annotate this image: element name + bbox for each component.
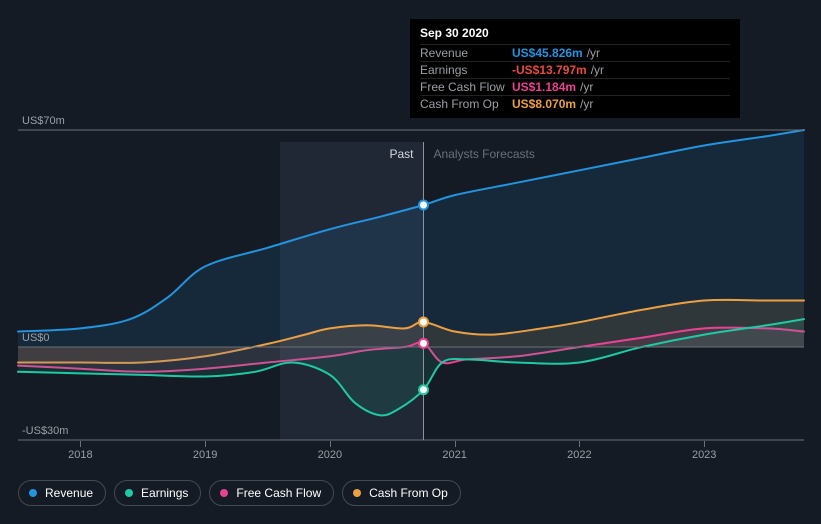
tooltip-label: Earnings [420, 62, 512, 79]
past-label: Past [389, 147, 413, 161]
tooltip-date: Sep 30 2020 [420, 25, 730, 42]
x-axis-label: 2023 [692, 449, 716, 461]
tooltip-label: Free Cash Flow [420, 79, 512, 96]
legend-label: Earnings [141, 486, 188, 500]
tooltip-unit: /yr [580, 96, 593, 113]
tooltip-label: Revenue [420, 45, 512, 62]
tooltip-unit: /yr [580, 79, 593, 96]
legend-dot [125, 489, 133, 497]
forecast-label: Analysts Forecasts [433, 147, 534, 161]
tooltip-row-revenue: Revenue US$45.826m /yr [420, 44, 730, 61]
legend-item-revenue[interactable]: Revenue [18, 480, 106, 506]
legend-dot [353, 489, 361, 497]
tooltip-unit: /yr [587, 45, 600, 62]
legend-label: Free Cash Flow [236, 486, 321, 500]
legend-item-fcf[interactable]: Free Cash Flow [209, 480, 334, 506]
tooltip-label: Cash From Op [420, 96, 512, 113]
tooltip-row-fcf: Free Cash Flow US$1.184m /yr [420, 78, 730, 95]
x-axis-label: 2019 [193, 449, 217, 461]
legend-dot [220, 489, 228, 497]
x-axis-label: 2018 [68, 449, 92, 461]
legend-item-cfo[interactable]: Cash From Op [342, 480, 461, 506]
x-axis-label: 2021 [442, 449, 466, 461]
chart-legend: Revenue Earnings Free Cash Flow Cash Fro… [18, 480, 461, 506]
legend-label: Revenue [45, 486, 93, 500]
tooltip-value: -US$13.797m [512, 62, 587, 79]
tooltip-value: US$1.184m [512, 79, 576, 96]
y-axis-label: -US$30m [22, 425, 68, 437]
y-axis-label: US$0 [22, 332, 50, 344]
tooltip-unit: /yr [591, 62, 604, 79]
tooltip-row-earnings: Earnings -US$13.797m /yr [420, 61, 730, 78]
legend-item-earnings[interactable]: Earnings [114, 480, 201, 506]
y-axis-label: US$70m [22, 115, 65, 127]
legend-dot [29, 489, 37, 497]
tooltip-value: US$45.826m [512, 45, 583, 62]
x-axis-label: 2020 [318, 449, 342, 461]
tooltip-row-cfo: Cash From Op US$8.070m /yr [420, 95, 730, 112]
tooltip-value: US$8.070m [512, 96, 576, 113]
legend-label: Cash From Op [369, 486, 448, 500]
chart-tooltip: Sep 30 2020 Revenue US$45.826m /yr Earni… [410, 19, 740, 118]
x-axis-label: 2022 [567, 449, 591, 461]
